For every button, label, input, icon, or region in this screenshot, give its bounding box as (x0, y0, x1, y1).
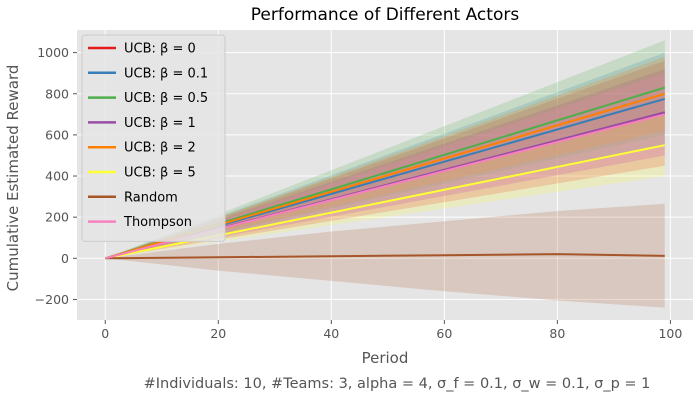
x-tick-label: 100 (658, 326, 682, 341)
legend: UCB: β = 0 UCB: β = 0.1 UCB: β = 0.5 UCB: β… (81, 34, 226, 242)
legend-label: UCB: β = 0 (124, 42, 196, 57)
y-tick-label: 0 (61, 251, 69, 266)
band-ucb-0-5 (105, 40, 665, 259)
x-tick-label: 80 (549, 326, 565, 341)
x-tick-label: 60 (436, 326, 452, 341)
y-tick-label: 200 (45, 210, 69, 225)
legend-label: UCB: β = 2 (124, 141, 196, 156)
legend-label: Thompson (123, 215, 192, 230)
legend-label: UCB: β = 5 (124, 166, 196, 181)
x-tick-label: 20 (210, 326, 226, 341)
band-thompson (105, 73, 665, 259)
band-ucb-1 (105, 69, 665, 259)
legend-label: UCB: β = 0.1 (124, 66, 208, 81)
band-ucb-0-1 (105, 52, 665, 259)
y-axis-label: Cumulative Estimated Reward (4, 65, 22, 292)
legend-label: UCB: β = 0.5 (124, 91, 208, 106)
caption: #Individuals: 10, #Teams: 3, alpha = 4, … (144, 376, 651, 392)
y-tick-label: 400 (45, 169, 69, 184)
band-ucb-2 (105, 56, 665, 259)
x-tick-label: 40 (323, 326, 339, 341)
legend-label: Random (124, 190, 178, 205)
chart-title: Performance of Different Actors (251, 5, 520, 25)
band-ucb-0 (105, 60, 665, 259)
y-tick-label: 600 (45, 127, 69, 142)
legend-box (81, 34, 226, 242)
y-tick-label: −200 (35, 292, 69, 307)
tick-labels: 0 20 40 60 80 100 −200 0 200 400 600 800 1000 (35, 45, 683, 341)
y-tick-label: 800 (45, 86, 69, 101)
y-tick-label: 1000 (37, 45, 69, 60)
legend-label: UCB: β = 1 (124, 116, 196, 131)
x-axis-label: Period (362, 349, 409, 367)
x-tick-label: 0 (101, 326, 109, 341)
line-random (105, 253, 665, 260)
